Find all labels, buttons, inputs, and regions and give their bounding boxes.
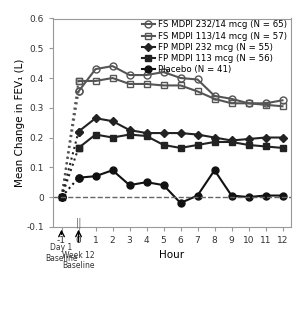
FP MDPI 113 mcg (N = 56) — [213, 140, 216, 144]
FS MDPI 113/14 mcg (N = 57) — [264, 103, 267, 107]
FS MDPI 113/14 mcg (N = 57) — [179, 84, 182, 88]
FP MDPI 113 mcg (N = 56) — [128, 133, 131, 137]
FS MDPI 113/14 mcg (N = 57) — [196, 90, 199, 94]
Y-axis label: Mean Change in FEV₁ (L): Mean Change in FEV₁ (L) — [15, 58, 25, 187]
FS MDPI 232/14 mcg (N = 65) — [94, 67, 97, 71]
Text: ||: || — [75, 217, 82, 227]
Placebo (N = 41) — [230, 193, 233, 197]
FP MDPI 113 mcg (N = 56) — [281, 146, 284, 150]
FS MDPI 232/14 mcg (N = 65) — [111, 64, 114, 68]
FS MDPI 113/14 mcg (N = 57) — [77, 79, 80, 83]
FP MDPI 113 mcg (N = 56) — [196, 143, 199, 147]
FP MDPI 113 mcg (N = 56) — [264, 144, 267, 148]
Placebo (N = 41) — [196, 193, 199, 197]
FP MDPI 113 mcg (N = 56) — [247, 143, 250, 147]
FS MDPI 232/14 mcg (N = 65) — [145, 73, 148, 77]
FS MDPI 113/14 mcg (N = 57) — [247, 101, 250, 105]
Line: FS MDPI 113/14 mcg (N = 57): FS MDPI 113/14 mcg (N = 57) — [75, 74, 286, 110]
FP MDPI 232 mcg (N = 55) — [162, 131, 165, 135]
Placebo (N = 41) — [179, 201, 182, 205]
Line: Placebo (N = 41): Placebo (N = 41) — [75, 167, 286, 206]
FS MDPI 232/14 mcg (N = 65) — [179, 76, 182, 80]
FS MDPI 232/14 mcg (N = 65) — [162, 70, 165, 74]
Legend: FS MDPI 232/14 mcg (N = 65), FS MDPI 113/14 mcg (N = 57), FP MDPI 232 mcg (N = 5: FS MDPI 232/14 mcg (N = 65), FS MDPI 113… — [140, 19, 289, 76]
FS MDPI 232/14 mcg (N = 65) — [213, 94, 216, 98]
FS MDPI 113/14 mcg (N = 57) — [213, 97, 216, 101]
FP MDPI 113 mcg (N = 56) — [179, 146, 182, 150]
FP MDPI 113 mcg (N = 56) — [94, 133, 97, 137]
FS MDPI 232/14 mcg (N = 65) — [230, 97, 233, 101]
FS MDPI 113/14 mcg (N = 57) — [230, 101, 233, 105]
Placebo (N = 41) — [264, 193, 267, 197]
FS MDPI 232/14 mcg (N = 65) — [77, 90, 80, 94]
FP MDPI 232 mcg (N = 55) — [213, 136, 216, 140]
FP MDPI 113 mcg (N = 56) — [77, 146, 80, 150]
FP MDPI 113 mcg (N = 56) — [162, 143, 165, 147]
Placebo (N = 41) — [213, 168, 216, 172]
FP MDPI 232 mcg (N = 55) — [247, 137, 250, 141]
FS MDPI 232/14 mcg (N = 65) — [196, 77, 199, 81]
Placebo (N = 41) — [128, 183, 131, 187]
FP MDPI 232 mcg (N = 55) — [111, 119, 114, 123]
FS MDPI 113/14 mcg (N = 57) — [145, 82, 148, 86]
Placebo (N = 41) — [94, 174, 97, 178]
FS MDPI 232/14 mcg (N = 65) — [247, 101, 250, 105]
Placebo (N = 41) — [77, 176, 80, 180]
FS MDPI 232/14 mcg (N = 65) — [128, 73, 131, 77]
Placebo (N = 41) — [111, 168, 114, 172]
FS MDPI 113/14 mcg (N = 57) — [281, 104, 284, 108]
FP MDPI 113 mcg (N = 56) — [111, 136, 114, 140]
Line: FP MDPI 232 mcg (N = 55): FP MDPI 232 mcg (N = 55) — [76, 116, 285, 143]
Placebo (N = 41) — [247, 195, 250, 199]
Text: Day 1
Baseline: Day 1 Baseline — [45, 243, 78, 263]
FP MDPI 232 mcg (N = 55) — [230, 139, 233, 143]
Text: Week 12
Baseline: Week 12 Baseline — [62, 250, 95, 270]
FS MDPI 113/14 mcg (N = 57) — [94, 79, 97, 83]
FP MDPI 232 mcg (N = 55) — [196, 133, 199, 137]
FP MDPI 113 mcg (N = 56) — [230, 140, 233, 144]
FP MDPI 113 mcg (N = 56) — [145, 134, 148, 138]
Line: FP MDPI 113 mcg (N = 56): FP MDPI 113 mcg (N = 56) — [75, 131, 286, 151]
FS MDPI 113/14 mcg (N = 57) — [162, 84, 165, 88]
FS MDPI 113/14 mcg (N = 57) — [128, 82, 131, 86]
FP MDPI 232 mcg (N = 55) — [264, 136, 267, 140]
Line: FS MDPI 232/14 mcg (N = 65): FS MDPI 232/14 mcg (N = 65) — [75, 63, 286, 107]
FP MDPI 232 mcg (N = 55) — [128, 128, 131, 132]
FS MDPI 232/14 mcg (N = 65) — [281, 98, 284, 102]
FS MDPI 113/14 mcg (N = 57) — [111, 76, 114, 80]
X-axis label: Hour: Hour — [159, 250, 185, 261]
FP MDPI 232 mcg (N = 55) — [179, 131, 182, 135]
FP MDPI 232 mcg (N = 55) — [145, 131, 148, 135]
Placebo (N = 41) — [162, 183, 165, 187]
FP MDPI 232 mcg (N = 55) — [281, 136, 284, 140]
Placebo (N = 41) — [281, 193, 284, 197]
FP MDPI 232 mcg (N = 55) — [77, 130, 80, 134]
FS MDPI 232/14 mcg (N = 65) — [264, 101, 267, 105]
Placebo (N = 41) — [145, 180, 148, 184]
FP MDPI 232 mcg (N = 55) — [94, 116, 97, 120]
